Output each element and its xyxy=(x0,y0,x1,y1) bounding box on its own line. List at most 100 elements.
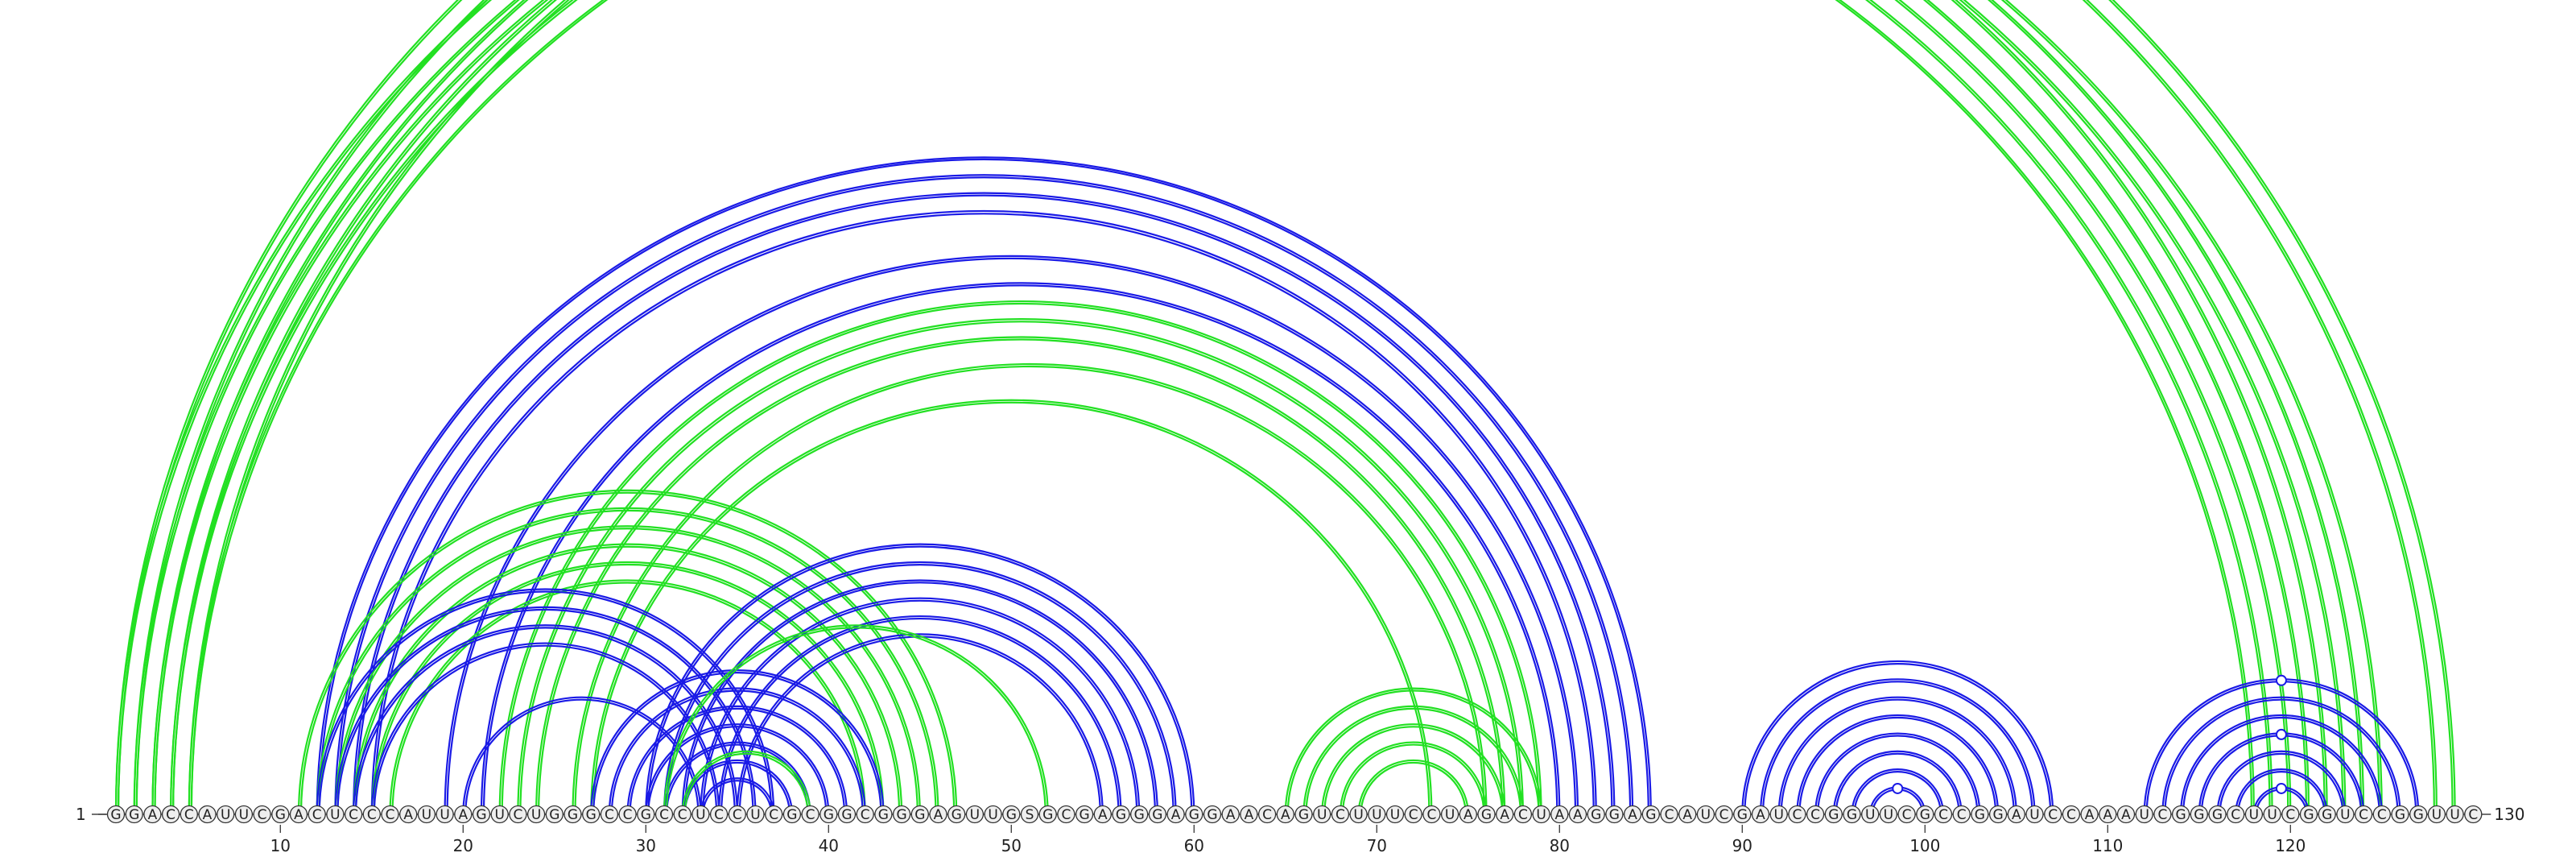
nucleotide-letter: A xyxy=(1500,807,1509,823)
nucleotide-letter: C xyxy=(166,807,175,823)
nucleotide-letter: C xyxy=(1938,807,1948,823)
blue-big-arc xyxy=(316,155,1652,815)
nucleotide-circle xyxy=(2116,805,2136,824)
nucleotide-letter: U xyxy=(1445,807,1455,823)
nucleotide-circle xyxy=(819,805,838,824)
nucleotide-circle xyxy=(1038,805,1057,824)
blue-dense-arc xyxy=(626,705,848,815)
outer-green-long-arc xyxy=(135,0,2435,815)
nucleotide-circle xyxy=(1331,805,1350,824)
nucleotide-letter: C xyxy=(2285,807,2295,823)
nucleotide-circle xyxy=(1057,805,1075,824)
nucleotide-circle xyxy=(2299,805,2318,824)
green-left-arc xyxy=(355,545,901,815)
nucleotide-circle xyxy=(746,805,765,824)
nucleotide-circle xyxy=(1678,805,1697,824)
nucleotide-circle xyxy=(1897,805,1916,824)
nucleotide-letter: G xyxy=(1481,807,1492,823)
nucleotide-circle xyxy=(1221,805,1240,824)
blue-hairpin-118-arc xyxy=(2198,732,2365,815)
nucleotide-circle xyxy=(1093,805,1112,824)
nucleotide-circle xyxy=(2190,805,2208,824)
nucleotide-letter: G xyxy=(1828,807,1839,823)
blue-dense-arc xyxy=(702,780,773,815)
nucleotide-circle xyxy=(1532,805,1550,824)
blue-hairpin-97-arc xyxy=(1780,698,2015,815)
nucleotide-circle xyxy=(2318,805,2336,824)
outer-green-helix-arc xyxy=(154,0,2289,815)
nucleotide-letter: G xyxy=(952,807,962,823)
pair-markers xyxy=(1892,674,2287,794)
nucleotide-circle xyxy=(1696,805,1715,824)
green-hairpin-70-arc xyxy=(1305,707,1521,815)
nucleotide-letter: G xyxy=(1737,807,1748,823)
nucleotide-letter: G xyxy=(2176,807,2186,823)
green-hairpin-70-arc xyxy=(1323,726,1504,815)
nucleotide-circle xyxy=(728,805,746,824)
green-left-arc xyxy=(336,528,919,815)
nucleotide-circle xyxy=(2372,805,2391,824)
outer-green-mid-arc xyxy=(154,0,2363,815)
nucleotide-letter: S xyxy=(1026,807,1034,823)
blue-dense-arc xyxy=(608,687,866,815)
outer-green-long-arc xyxy=(117,0,2454,815)
nucleotide-letter: A xyxy=(1682,807,1692,823)
green-big-arc xyxy=(574,365,1485,815)
nucleotide-letter: U xyxy=(1536,807,1546,823)
nucleotide-letter: A xyxy=(2012,807,2021,823)
blue-hairpin-97-arc xyxy=(1798,716,1997,815)
nucleotide-circle xyxy=(125,805,143,824)
nucleotide-circle xyxy=(436,805,454,824)
nucleotide-circle xyxy=(654,805,674,824)
blue-hairpin-97-arc xyxy=(1759,678,2036,815)
nucleotide-circle xyxy=(2135,805,2153,824)
nucleotide-circle xyxy=(1806,805,1825,824)
nucleotide-circle xyxy=(217,805,235,824)
blue-big-arc xyxy=(318,158,1649,815)
nucleotide-circle xyxy=(1276,805,1294,824)
green-hairpin-70-arc xyxy=(1321,723,1506,815)
nucleotide-circle xyxy=(1605,805,1624,824)
nucleotide-letter: G xyxy=(1189,807,1199,823)
nucleotide-circle xyxy=(1824,805,1843,824)
nucleotide-letter: G xyxy=(1645,807,1656,823)
blue-big-arc xyxy=(444,255,1579,815)
nucleotide-letter: U xyxy=(2029,807,2039,823)
nucleotide-circle xyxy=(1166,805,1185,824)
outer-green-helix-arc xyxy=(151,0,2292,815)
blue-big-arc xyxy=(355,194,1613,815)
nucleotide-letter: G xyxy=(2303,807,2314,823)
blue-mid-arc xyxy=(681,579,1158,815)
blue-left-arc xyxy=(334,606,757,815)
blue-hairpin-118-arc xyxy=(2164,698,2399,815)
nucleotide-letter: U xyxy=(1372,807,1381,823)
nucleotide-circle xyxy=(362,805,381,824)
nucleotide-letter: U xyxy=(1353,807,1363,823)
green-hairpin-70-arc xyxy=(1284,687,1542,815)
nucleotide-circle xyxy=(1715,805,1733,824)
nucleotide-letter: C xyxy=(513,807,522,823)
nucleotide-circle xyxy=(1788,805,1806,824)
nucleotide-circle xyxy=(417,805,436,824)
nucleotide-letter: C xyxy=(861,807,870,823)
green-big-inner-arc xyxy=(590,399,1433,815)
nucleotide-circle xyxy=(1385,805,1405,824)
nucleotide-letter: G xyxy=(1080,807,1090,823)
blue-mid-arc xyxy=(718,615,1122,815)
nucleotide-circle xyxy=(1459,805,1477,824)
axis-tick-label: 110 xyxy=(2092,836,2123,855)
nucleotide-letter: U xyxy=(1390,807,1400,823)
nucleotide-letter: C xyxy=(714,807,724,823)
nucleotide-circle xyxy=(1185,805,1203,824)
nucleotide-letter: C xyxy=(1957,807,1967,823)
nucleotide-letter: G xyxy=(586,807,597,823)
nucleotide-letter: G xyxy=(2395,807,2405,823)
green-big-arc xyxy=(572,362,1488,815)
nucleotide-letter: C xyxy=(2066,807,2076,823)
blue-hairpin-97-arc xyxy=(1796,714,2000,815)
nucleotide-letter: C xyxy=(1335,807,1345,823)
nucleotide-circle xyxy=(1148,805,1167,824)
nucleotide-letter: C xyxy=(2048,807,2058,823)
outer-green-mid-arc xyxy=(172,0,2344,815)
